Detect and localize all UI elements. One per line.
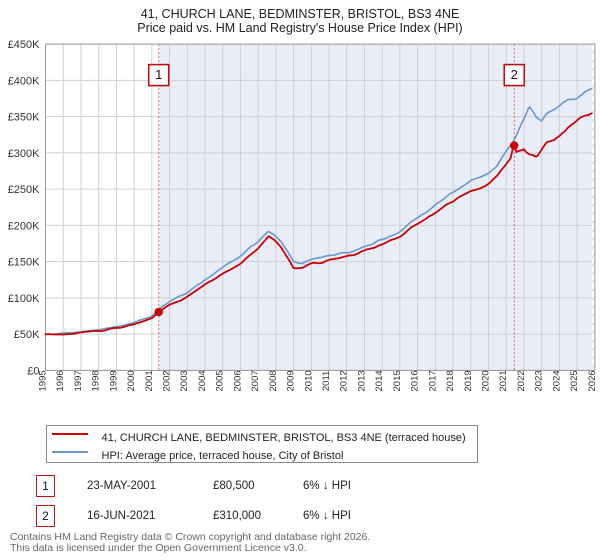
svg-text:2011: 2011 <box>321 371 332 391</box>
svg-text:£300K: £300K <box>8 148 40 160</box>
svg-text:2002: 2002 <box>162 370 173 391</box>
svg-text:£250K: £250K <box>8 184 40 196</box>
svg-text:2018: 2018 <box>445 370 456 391</box>
svg-text:2001: 2001 <box>144 370 155 391</box>
svg-text:2014: 2014 <box>374 370 385 391</box>
svg-text:£400K: £400K <box>8 75 40 87</box>
svg-text:1998: 1998 <box>91 370 102 391</box>
svg-text:2019: 2019 <box>463 370 474 391</box>
svg-text:2008: 2008 <box>268 370 279 391</box>
svg-text:2025: 2025 <box>569 370 580 391</box>
svg-text:2022: 2022 <box>516 370 527 391</box>
svg-text:2015: 2015 <box>392 370 403 391</box>
svg-text:2016: 2016 <box>410 370 421 391</box>
svg-text:1999: 1999 <box>108 370 119 391</box>
svg-text:2017: 2017 <box>427 370 438 391</box>
svg-text:2: 2 <box>511 67 518 82</box>
svg-text:£50K: £50K <box>14 329 40 341</box>
svg-text:2004: 2004 <box>197 370 208 391</box>
svg-text:2000: 2000 <box>126 370 137 391</box>
svg-text:2009: 2009 <box>286 370 297 391</box>
svg-text:£450K: £450K <box>8 39 40 51</box>
svg-text:2007: 2007 <box>250 370 261 391</box>
svg-text:2020: 2020 <box>480 370 491 391</box>
svg-text:2021: 2021 <box>498 370 509 391</box>
svg-text:£100K: £100K <box>8 293 40 305</box>
svg-text:£200K: £200K <box>8 220 40 232</box>
svg-text:2013: 2013 <box>356 370 367 391</box>
svg-text:2024: 2024 <box>551 370 562 391</box>
svg-text:2006: 2006 <box>232 370 243 391</box>
svg-text:2023: 2023 <box>534 370 545 391</box>
svg-text:£150K: £150K <box>8 257 40 269</box>
svg-text:£0: £0 <box>27 365 39 377</box>
svg-text:1: 1 <box>155 67 162 82</box>
svg-text:2012: 2012 <box>339 370 350 391</box>
svg-text:1997: 1997 <box>73 370 84 391</box>
svg-text:2010: 2010 <box>303 370 314 391</box>
svg-text:2026: 2026 <box>587 370 598 391</box>
svg-text:£350K: £350K <box>8 112 40 124</box>
svg-text:2003: 2003 <box>179 370 190 391</box>
svg-text:1996: 1996 <box>55 370 66 391</box>
svg-text:2005: 2005 <box>215 370 226 391</box>
